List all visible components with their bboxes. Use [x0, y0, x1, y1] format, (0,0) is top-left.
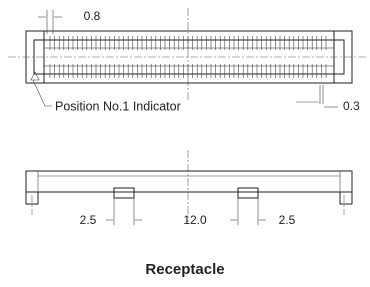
dimension-label: 2.5 — [279, 213, 296, 227]
indicator-mark — [31, 72, 39, 80]
boss — [238, 188, 258, 198]
end-tab — [340, 192, 352, 204]
boss — [114, 188, 134, 198]
leader-line — [33, 80, 52, 106]
caption: Receptacle — [145, 261, 224, 278]
indicator-label: Position No.1 Indicator — [55, 99, 181, 113]
dimension-label: 2.5 — [80, 213, 97, 227]
drawing: 0.8 Position No.1 Indicator 0.3 2.5 12.0… — [0, 0, 370, 287]
pitch-label: 0.8 — [84, 9, 101, 23]
top-view: 0.8 Position No.1 Indicator 0.3 — [8, 8, 366, 113]
side-view: 2.5 12.0 2.5 — [26, 150, 352, 227]
dimension-label: 12.0 — [183, 213, 207, 227]
offset-label: 0.3 — [343, 99, 360, 113]
body-outline — [26, 171, 352, 192]
